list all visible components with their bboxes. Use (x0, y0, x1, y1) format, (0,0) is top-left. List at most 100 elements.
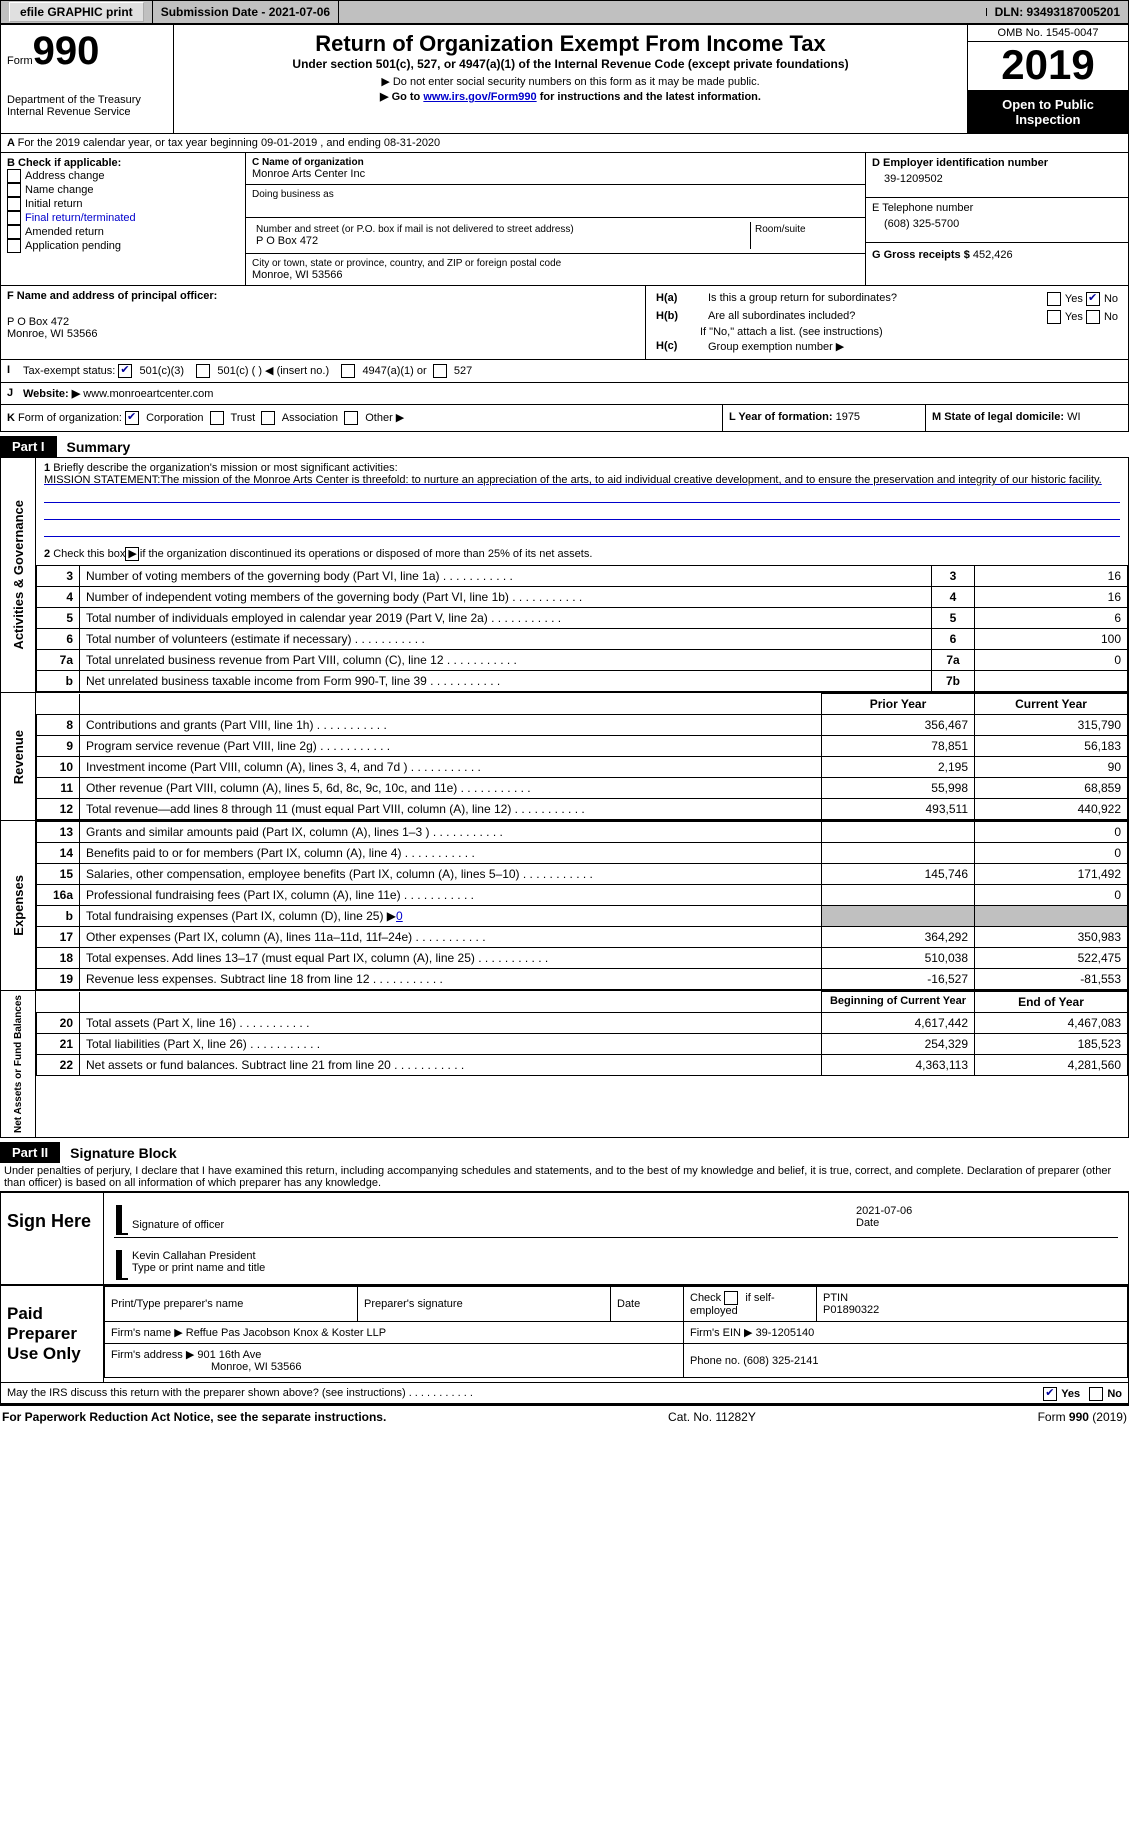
dba-label: Doing business as (252, 189, 859, 200)
box-c: C Name of organization Monroe Arts Cente… (246, 153, 866, 285)
chk-amended[interactable] (7, 225, 21, 239)
header-begin-year: Beginning of Current Year (822, 992, 975, 1013)
website-label: Website: ▶ (23, 388, 80, 400)
line-k: K Form of organization: Corporation Trus… (1, 405, 723, 431)
table-row: 7aTotal unrelated business revenue from … (37, 650, 1128, 671)
line-l: L Year of formation: 1975 (723, 405, 926, 431)
side-governance: Activities & Governance (9, 496, 28, 654)
firm-addr-label: Firm's address ▶ (111, 1349, 194, 1361)
section-expenses: Expenses 13Grants and similar amounts pa… (0, 821, 1129, 991)
top-toolbar: efile GRAPHIC print Submission Date - 20… (0, 0, 1129, 24)
officer-addr1: P O Box 472 (7, 316, 639, 328)
irs-link[interactable]: www.irs.gov/Form990 (423, 91, 536, 103)
dept-treasury: Department of the Treasury Internal Reve… (7, 94, 167, 118)
chk-527[interactable] (433, 364, 447, 378)
hb-label: Are all subordinates included? (704, 308, 1043, 326)
chk-assoc[interactable] (261, 411, 275, 425)
chk-other[interactable] (344, 411, 358, 425)
chk-4947[interactable] (341, 364, 355, 378)
governance-table: 3Number of voting members of the governi… (36, 565, 1128, 692)
omb-number: OMB No. 1545-0047 (968, 25, 1128, 42)
form-number: 990 (33, 29, 100, 73)
chk-discuss-no[interactable] (1089, 1387, 1103, 1401)
chk-initial-return[interactable] (7, 197, 21, 211)
part2-header: Part II Signature Block (0, 1142, 1129, 1163)
table-row: 15Salaries, other compensation, employee… (37, 864, 1128, 885)
table-row: 11Other revenue (Part VIII, column (A), … (37, 778, 1128, 799)
prep-selfemp: Check if self-employed (684, 1287, 817, 1322)
box-b-title: B Check if applicable: (7, 157, 239, 169)
chk-501c3[interactable] (118, 364, 132, 378)
chk-self-employed[interactable] (724, 1291, 738, 1305)
note-ssn: Do not enter social security numbers on … (182, 75, 959, 88)
ein: 39-1209502 (872, 169, 1122, 197)
ein-label: D Employer identification number (872, 157, 1122, 169)
prep-name-label: Print/Type preparer's name (105, 1287, 358, 1322)
chk-501c[interactable] (196, 364, 210, 378)
header-end-year: End of Year (975, 992, 1128, 1013)
revenue-table: Prior Year Current Year 8Contributions a… (36, 693, 1128, 820)
table-row: 8Contributions and grants (Part VIII, li… (37, 715, 1128, 736)
box-b: B Check if applicable: Address change Na… (1, 153, 246, 285)
chk-ha-no[interactable] (1086, 292, 1100, 306)
form-title: Return of Organization Exempt From Incom… (182, 31, 959, 57)
page-footer: For Paperwork Reduction Act Notice, see … (0, 1404, 1129, 1428)
hc-label: Group exemption number ▶ (704, 338, 848, 355)
table-row: 13Grants and similar amounts paid (Part … (37, 822, 1128, 843)
chk-app-pending[interactable] (7, 239, 21, 253)
table-row: 18Total expenses. Add lines 13–17 (must … (37, 948, 1128, 969)
sig-date-label: Date (856, 1217, 1116, 1229)
chk-trust[interactable] (210, 411, 224, 425)
side-net: Net Assets or Fund Balances (11, 991, 26, 1137)
submission-date: Submission Date - 2021-07-06 (153, 1, 339, 23)
header-prior-year: Prior Year (822, 694, 975, 715)
chk-address-change[interactable] (7, 169, 21, 183)
chk-discontinued[interactable] (125, 547, 139, 561)
chk-discuss-yes[interactable] (1043, 1387, 1057, 1401)
room-label: Room/suite (755, 224, 855, 235)
gross-receipts-label: G Gross receipts $ (872, 249, 970, 261)
table-row: bNet unrelated business taxable income f… (37, 671, 1128, 692)
ptin: P01890322 (823, 1304, 1121, 1316)
tax-year: 2019 (968, 42, 1128, 91)
officer-name: Kevin Callahan President (132, 1250, 1116, 1262)
net-assets-table: Beginning of Current Year End of Year 20… (36, 991, 1128, 1076)
table-row: 4Number of independent voting members of… (37, 587, 1128, 608)
table-row: 20Total assets (Part X, line 16)4,617,44… (37, 1013, 1128, 1034)
sig-date: 2021-07-06 (856, 1205, 1116, 1217)
street-address: P O Box 472 (256, 235, 746, 247)
table-row: 6Total number of volunteers (estimate if… (37, 629, 1128, 650)
addr-label: Number and street (or P.O. box if mail i… (256, 224, 746, 235)
tax-exempt-status: Tax-exempt status: 501(c)(3) 501(c) ( ) … (23, 364, 1122, 378)
chk-ha-yes[interactable] (1047, 292, 1061, 306)
phone-label: E Telephone number (872, 202, 1122, 214)
table-row: 16aProfessional fundraising fees (Part I… (37, 885, 1128, 906)
chk-final-return[interactable] (7, 211, 21, 225)
website: www.monroeartcenter.com (83, 388, 213, 400)
chk-hb-yes[interactable] (1047, 310, 1061, 324)
section-revenue: Revenue Prior Year Current Year 8Contrib… (0, 693, 1129, 821)
org-name: Monroe Arts Center Inc (252, 168, 859, 180)
chk-corp[interactable] (125, 411, 139, 425)
table-row: 10Investment income (Part VIII, column (… (37, 757, 1128, 778)
table-row: 21Total liabilities (Part X, line 26)254… (37, 1034, 1128, 1055)
paid-preparer-label: Paid Preparer Use Only (1, 1286, 104, 1382)
firm-name-label: Firm's name ▶ (111, 1327, 183, 1339)
principal-officer-label: F Name and address of principal officer: (7, 290, 639, 302)
hb-tag: H(b) (652, 308, 704, 326)
form-subtitle: Under section 501(c), 527, or 4947(a)(1)… (182, 57, 959, 71)
sign-here-label: Sign Here (1, 1193, 104, 1284)
table-row: 12Total revenue—add lines 8 through 11 (… (37, 799, 1128, 820)
chk-name-change[interactable] (7, 183, 21, 197)
table-row: 14Benefits paid to or for members (Part … (37, 843, 1128, 864)
dln: DLN: 93493187005201 (987, 1, 1128, 23)
mission-text: MISSION STATEMENT:The mission of the Mon… (44, 474, 1120, 486)
chk-hb-no[interactable] (1086, 310, 1100, 324)
table-row: 17Other expenses (Part IX, column (A), l… (37, 927, 1128, 948)
ptin-label: PTIN (823, 1292, 1121, 1304)
footer-left: For Paperwork Reduction Act Notice, see … (2, 1410, 386, 1424)
efile-print-button[interactable]: efile GRAPHIC print (9, 2, 144, 22)
open-to-public: Open to Public Inspection (968, 91, 1128, 133)
ha-tag: H(a) (652, 290, 704, 308)
city-label: City or town, state or province, country… (252, 258, 859, 269)
